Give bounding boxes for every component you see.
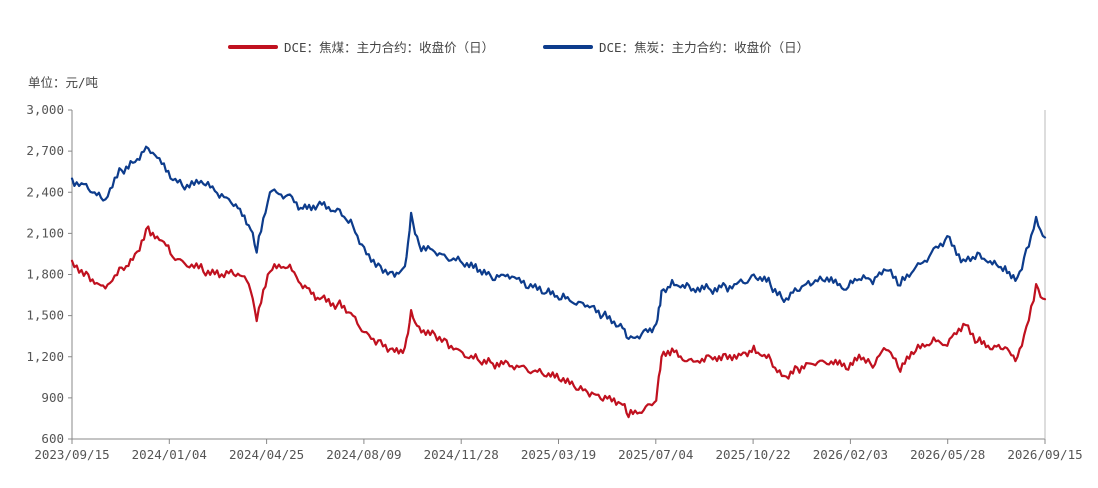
- y-tick-label: 2,100: [26, 225, 64, 240]
- x-tick-label: 2024/08/09: [326, 447, 401, 462]
- x-tick-label: 2024/01/04: [132, 447, 207, 462]
- x-tick-label: 2026/02/03: [813, 447, 888, 462]
- y-tick-label: 600: [41, 431, 64, 446]
- x-tick-label: 2025/07/04: [618, 447, 693, 462]
- legend-label: DCE：焦煤：主力合约：收盘价（日）: [284, 40, 494, 55]
- x-tick-label: 2024/04/25: [229, 447, 304, 462]
- x-tick-label: 2023/09/15: [34, 447, 109, 462]
- legend-label: DCE：焦炭：主力合约：收盘价（日）: [599, 40, 809, 55]
- axes: 600 900 1,200 1,500 1,800 2,100 2,400 2,700 3,00…: [26, 102, 1082, 462]
- x-tick-label: 2025/10/22: [715, 447, 790, 462]
- series-line-coke: [70, 145, 1047, 340]
- legend-entry: DCE：焦炭：主力合约：收盘价（日）: [543, 40, 809, 55]
- y-tick-label: 2,700: [26, 143, 64, 158]
- series-layer: [70, 145, 1047, 419]
- y-tick-label: 1,200: [26, 349, 64, 364]
- series-line-coking-coal: [70, 225, 1047, 419]
- y-tick-label: 1,800: [26, 267, 64, 282]
- y-tick-label: 2,400: [26, 184, 64, 199]
- x-tick-label: 2026/05/28: [910, 447, 985, 462]
- y-tick-label: 1,500: [26, 308, 64, 323]
- legend-entry: DCE：焦煤：主力合约：收盘价（日）: [228, 40, 494, 55]
- y-tick-label: 3,000: [26, 102, 64, 117]
- legend: DCE：焦煤：主力合约：收盘价（日） DCE：焦炭：主力合约：收盘价（日）: [228, 40, 809, 55]
- y-tick-label: 900: [41, 390, 64, 405]
- x-tick-label: 2025/03/19: [521, 447, 596, 462]
- x-tick-label: 2026/09/15: [1007, 447, 1082, 462]
- x-tick-label: 2024/11/28: [424, 447, 499, 462]
- unit-label: 单位：元/吨: [28, 75, 99, 90]
